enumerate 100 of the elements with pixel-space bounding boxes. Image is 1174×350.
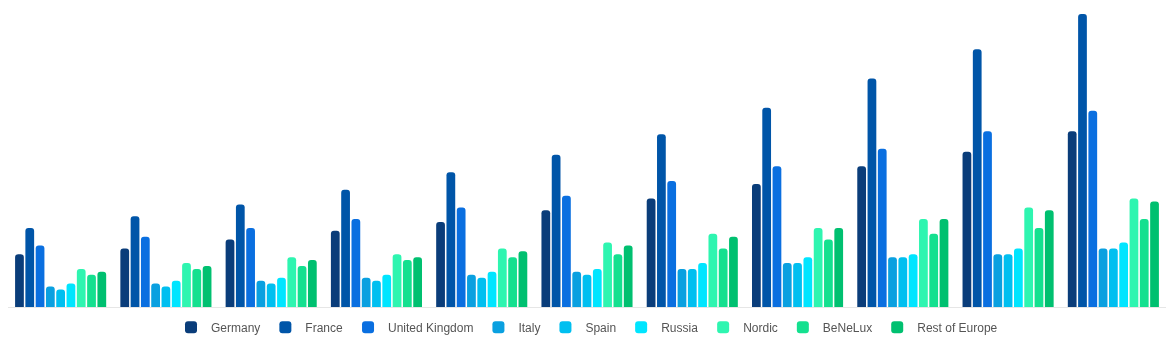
bar	[962, 151, 972, 307]
bar	[266, 283, 276, 307]
bar	[361, 277, 371, 307]
bar	[572, 271, 582, 307]
bar	[803, 257, 813, 307]
bar	[698, 263, 707, 307]
bar	[456, 207, 466, 307]
bar	[372, 280, 381, 307]
bar	[908, 254, 918, 307]
bar	[993, 254, 1003, 307]
bar	[646, 198, 656, 307]
bar	[667, 181, 677, 307]
bar	[508, 257, 517, 307]
bar	[477, 277, 487, 307]
bar	[467, 274, 476, 307]
bar	[246, 227, 255, 307]
bar	[793, 263, 802, 307]
bar	[582, 274, 592, 307]
legend-label: Rest of Europe	[917, 321, 998, 336]
bar	[382, 274, 392, 307]
legend-label: BeNeLux	[822, 321, 873, 336]
bar	[708, 233, 718, 307]
bar	[718, 248, 728, 307]
bar	[256, 280, 266, 307]
bar	[402, 260, 412, 307]
bar	[330, 230, 340, 307]
legend-label: Nordic	[743, 321, 778, 336]
bar	[623, 245, 633, 307]
bar	[446, 172, 456, 307]
bar	[392, 254, 402, 307]
bar	[1119, 242, 1129, 307]
bar	[562, 195, 571, 307]
bar	[1067, 131, 1077, 307]
bar	[857, 166, 867, 307]
bar	[35, 245, 45, 307]
bar	[202, 265, 212, 307]
bar	[824, 239, 833, 307]
legend-label: United Kingdom	[388, 321, 474, 336]
bar	[762, 107, 772, 307]
bar	[87, 274, 96, 307]
bar	[834, 227, 844, 307]
bar	[436, 222, 445, 307]
bar	[772, 166, 782, 307]
bar	[1044, 210, 1054, 307]
bar	[518, 251, 528, 307]
bar	[877, 148, 887, 307]
legend-label: Italy	[518, 321, 541, 336]
bar	[972, 49, 982, 307]
bar	[898, 257, 908, 307]
bar	[171, 280, 181, 307]
bar	[130, 216, 140, 307]
bar	[867, 78, 877, 307]
bar	[235, 204, 245, 307]
bar	[192, 268, 202, 307]
bar	[1139, 219, 1149, 307]
bar	[287, 257, 297, 307]
bar	[782, 263, 792, 307]
bar	[487, 271, 497, 307]
bar	[1088, 110, 1098, 307]
bar	[541, 210, 551, 307]
bar	[1024, 207, 1034, 307]
bar	[677, 268, 687, 307]
bar	[603, 242, 612, 307]
legend-label: Germany	[211, 321, 261, 336]
bar	[1014, 248, 1023, 307]
bar	[1108, 248, 1118, 307]
bar	[151, 283, 160, 307]
bar	[225, 239, 235, 307]
bar	[752, 183, 761, 307]
bar	[277, 277, 286, 307]
bar	[551, 154, 561, 307]
bar	[76, 268, 86, 307]
bar	[929, 233, 939, 307]
bar	[45, 286, 55, 307]
bar	[1150, 201, 1159, 307]
bar	[729, 236, 738, 307]
bar	[413, 257, 422, 307]
bar	[97, 271, 107, 307]
bar	[1003, 254, 1013, 307]
bar	[687, 268, 697, 307]
bar	[15, 254, 24, 307]
bar	[66, 283, 76, 307]
bar	[25, 227, 35, 307]
bar	[613, 254, 623, 307]
bar	[497, 248, 507, 307]
bar	[983, 131, 992, 307]
bar	[341, 189, 350, 307]
bar	[813, 227, 823, 307]
bar	[919, 219, 928, 307]
bar	[1098, 248, 1108, 307]
bar	[120, 248, 130, 307]
bar	[182, 263, 191, 307]
bar	[297, 265, 307, 307]
bar	[939, 219, 949, 307]
bar	[140, 236, 150, 307]
bar	[56, 289, 66, 307]
bar	[592, 268, 602, 307]
legend-label: Russia	[661, 321, 699, 336]
bar	[307, 260, 317, 307]
legend-label: France	[305, 321, 344, 336]
